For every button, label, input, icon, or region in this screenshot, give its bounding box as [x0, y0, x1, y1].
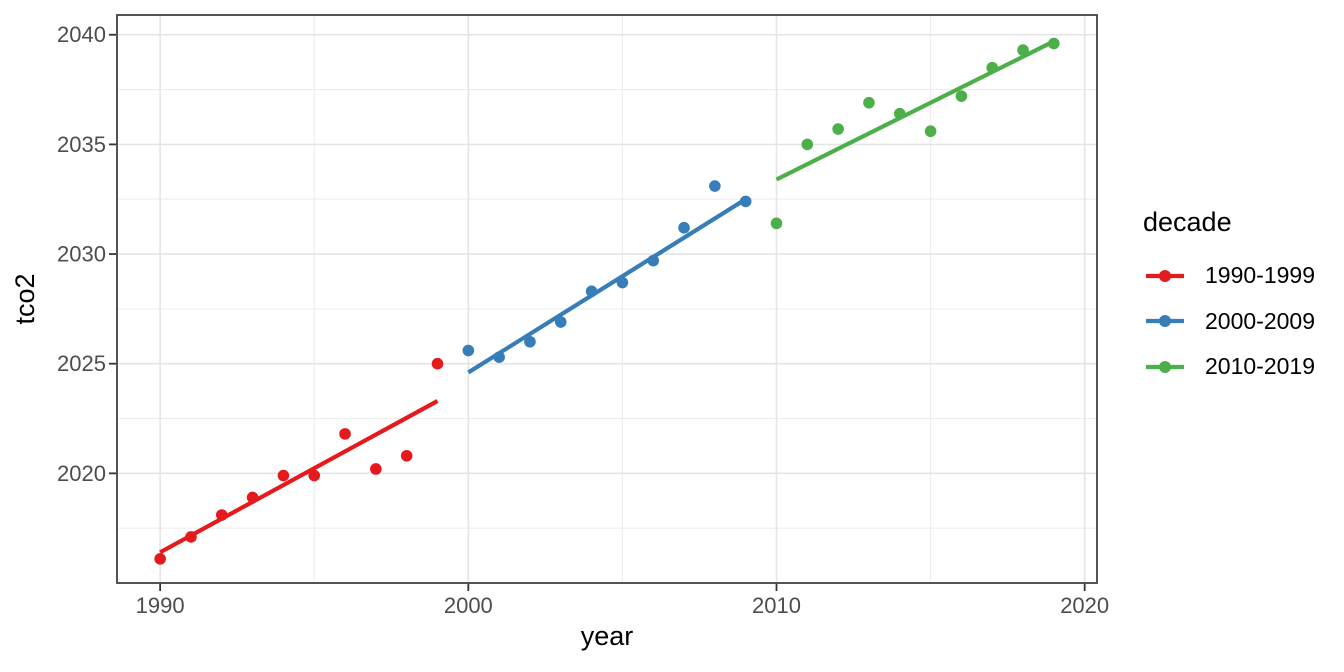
data-point [801, 138, 814, 151]
x-tick-label: 1990 [136, 593, 185, 618]
data-point [370, 463, 382, 475]
data-point [863, 96, 875, 109]
data-point [462, 344, 475, 357]
legend-entry: 1990-1999 [1145, 253, 1315, 299]
data-point [554, 316, 567, 328]
legend-title: decade [1143, 207, 1232, 237]
data-point [832, 123, 844, 135]
y-tick-label: 2040 [57, 22, 106, 47]
legend-entry-label: 1990-1999 [1205, 262, 1315, 289]
legend-entry-label: 2000-2009 [1205, 307, 1315, 334]
data-point [924, 125, 937, 138]
y-tick-label: 2030 [57, 242, 106, 267]
data-point [339, 428, 351, 440]
legend: decade 1990-1999 2000-2009 [1143, 208, 1315, 390]
data-point [277, 469, 290, 482]
legend-key-line-dot-icon [1146, 315, 1184, 328]
data-point [955, 90, 968, 102]
data-point [709, 180, 721, 192]
x-tick-label: 2000 [444, 593, 493, 618]
legend-rows: 1990-1999 2000-2009 2010-2019 [1145, 253, 1315, 390]
y-tick-label: 2035 [57, 132, 106, 157]
x-tick-label: 2020 [1060, 593, 1109, 618]
y-axis-title: tco2 [10, 273, 40, 325]
x-axis-title: year [580, 621, 634, 651]
data-point [400, 450, 413, 462]
data-point [524, 335, 536, 348]
data-point [678, 221, 690, 234]
y-tick-label: 2020 [57, 461, 106, 486]
y-tick-label: 2025 [57, 351, 106, 376]
legend-key-line-dot-icon [1146, 269, 1184, 282]
trend-line [159, 399, 439, 555]
data-point [431, 357, 444, 370]
legend-entry: 2010-2019 [1145, 344, 1315, 390]
trend-line [775, 39, 1055, 182]
legend-key-line-dot-icon [1146, 360, 1184, 373]
legend-entry-label: 2010-2019 [1205, 353, 1315, 380]
trend-line [467, 197, 747, 375]
data-point [770, 217, 783, 230]
data-point [154, 553, 166, 565]
x-tick-label: 2010 [752, 593, 801, 618]
data-point [308, 469, 321, 482]
panel-border [116, 14, 1098, 584]
legend-entry: 2000-2009 [1145, 299, 1315, 345]
